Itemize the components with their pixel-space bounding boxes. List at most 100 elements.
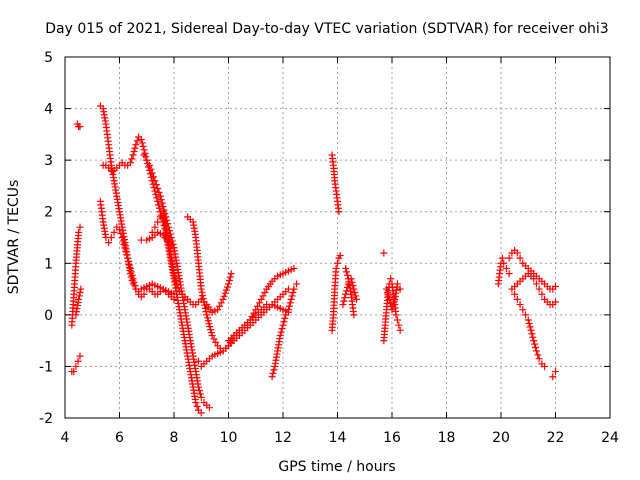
data-point (217, 299, 225, 307)
data-point (498, 254, 506, 262)
data-point (192, 399, 200, 407)
data-point (158, 199, 166, 207)
data-point (151, 223, 159, 231)
data-point (525, 319, 533, 327)
data-point (155, 204, 163, 212)
data-point (154, 185, 162, 193)
x-axis: 4 6 8 10 12 14 16 18 20 22 24 (61, 57, 619, 446)
data-point (228, 335, 236, 343)
data-point (203, 311, 211, 319)
data-point (123, 251, 131, 259)
data-point (206, 323, 214, 331)
data-point (532, 347, 540, 355)
data-point (129, 151, 137, 159)
data-point (279, 321, 287, 329)
series-sat-s (380, 249, 388, 257)
data-point (289, 289, 297, 297)
series-sat-o (328, 151, 343, 216)
data-point (147, 165, 155, 173)
y-tick-label: 1 (44, 256, 53, 272)
data-point (148, 169, 156, 177)
data-point (529, 333, 537, 341)
data-point (207, 326, 215, 334)
data-point (133, 137, 141, 145)
y-tick-label: 4 (44, 102, 53, 118)
y-tick-label: 2 (44, 205, 53, 221)
data-point (152, 181, 160, 189)
data-point (393, 316, 401, 324)
data-point (535, 285, 543, 293)
data-point (76, 123, 84, 131)
data-point (336, 252, 344, 260)
data-point (222, 286, 230, 294)
data-point (343, 271, 351, 279)
data-point (173, 280, 181, 288)
data-point (339, 301, 347, 309)
data-point (75, 295, 83, 303)
data-point (552, 298, 559, 306)
data-point (288, 292, 296, 300)
series-sat-b (68, 352, 84, 376)
data-point (215, 302, 223, 310)
data-point (195, 357, 203, 365)
data-point (170, 244, 178, 252)
data-point (552, 368, 559, 376)
data-point (110, 228, 118, 236)
data-point (335, 208, 343, 216)
x-tick-label: 12 (274, 430, 292, 446)
data-point (195, 383, 203, 391)
data-point (75, 292, 83, 300)
data-point (552, 282, 559, 290)
x-tick-label: 22 (547, 430, 565, 446)
series-sat-c (73, 120, 84, 131)
data-point (138, 139, 146, 147)
data-point (154, 197, 162, 205)
data-point (76, 223, 84, 231)
data-point (116, 226, 123, 234)
data-point (290, 264, 298, 272)
data-point (388, 306, 396, 314)
data-point (130, 148, 138, 156)
data-point (270, 366, 278, 374)
data-point (225, 280, 232, 288)
x-tick-label: 10 (220, 430, 238, 446)
data-point (280, 318, 288, 326)
data-point (527, 326, 535, 334)
x-tick-label: 20 (492, 430, 510, 446)
data-point (343, 268, 351, 276)
data-point (384, 292, 392, 300)
data-point (395, 321, 403, 329)
data-point (204, 317, 212, 325)
data-point (155, 201, 163, 209)
data-point (132, 141, 140, 149)
grid (65, 57, 610, 418)
data-point (277, 328, 285, 336)
data-point (200, 298, 208, 306)
data-point (131, 144, 139, 152)
data-point (250, 309, 258, 317)
data-point (205, 320, 213, 328)
data-point (390, 299, 398, 307)
data-point (387, 275, 395, 283)
data-point (389, 302, 397, 310)
y-tick-label: -2 (39, 411, 53, 427)
data-point (128, 271, 136, 279)
data-point (340, 297, 348, 305)
data-point (519, 306, 527, 314)
series-sat-p (328, 252, 344, 334)
series-sat-g (99, 133, 205, 417)
data-point (107, 234, 115, 241)
data-point (141, 149, 149, 157)
data-point (119, 237, 127, 245)
data-point (532, 280, 540, 288)
data-point (142, 153, 150, 161)
data-point (140, 290, 148, 298)
data-point (350, 311, 358, 319)
data-point (219, 295, 227, 303)
data-point (531, 340, 539, 348)
data-point (255, 299, 263, 307)
data-point (124, 254, 132, 262)
data-point (74, 357, 82, 365)
data-point (201, 304, 209, 312)
